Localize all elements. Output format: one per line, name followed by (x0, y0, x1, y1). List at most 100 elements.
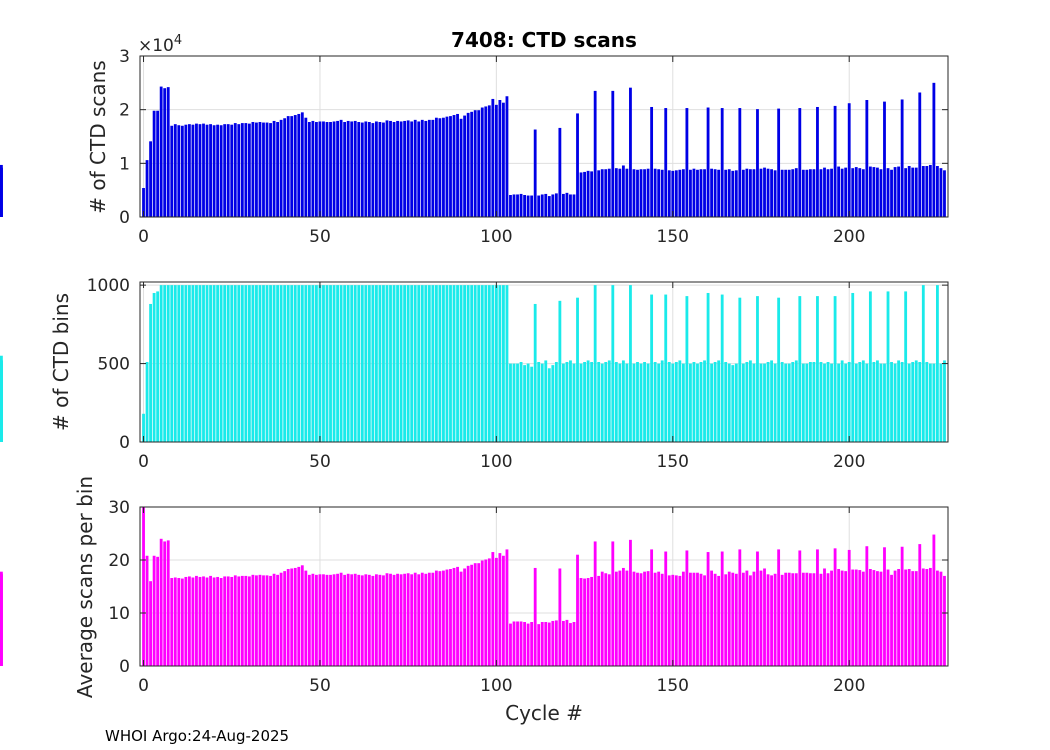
ctd-bins-bar (914, 360, 918, 442)
ctd-bins-bar (826, 362, 830, 442)
ctd-scans-bar (484, 106, 488, 217)
ctd-bins-bar (166, 285, 170, 442)
axes-box (139, 281, 949, 443)
ctd-bins-bar (692, 362, 696, 442)
ctd-scans-bar (632, 169, 636, 217)
avg-scans-per-bin-bar (914, 571, 918, 666)
ctd-bins-bar (530, 366, 534, 442)
ctd-bins-bar (170, 285, 174, 442)
ctd-bins-bar (212, 285, 216, 442)
ctd-bins-bar (660, 360, 664, 442)
avg-scans-per-bin-bar (890, 574, 893, 666)
avg-scans-per-bin-bar (551, 620, 555, 666)
avg-scans-per-bin-bar (427, 572, 431, 666)
avg-scans-per-bin-bar (537, 624, 541, 666)
avg-scans-per-bin-bar (928, 567, 932, 666)
avg-scans-per-bin-bar (925, 569, 929, 666)
avg-scans-per-bin-bar (512, 621, 516, 666)
avg-scans-per-bin-bar (406, 573, 410, 666)
avg-scans-per-bin-bar (477, 563, 481, 666)
avg-scans-per-bin-bar (766, 574, 770, 666)
ctd-scans-bar (890, 169, 893, 217)
avg-scans-per-bin-bar (297, 566, 301, 666)
avg-scans-per-bin-bar (346, 573, 350, 666)
ctd-bins-bar (671, 363, 675, 442)
avg-scans-per-bin-bar (163, 541, 167, 666)
ctd-scans-bar (445, 116, 449, 217)
avg-scans-per-bin-bar (851, 569, 855, 666)
ctd-bins-bar (593, 285, 597, 442)
ctd-scans-bar (378, 122, 382, 217)
avg-scans-per-bin-bar (773, 573, 777, 666)
avg-scans-per-bin-bar (847, 549, 851, 666)
ctd-bins-bar (872, 362, 876, 442)
ctd-bins-bar (385, 285, 389, 442)
avg-scans-per-bin-bar (731, 572, 735, 666)
avg-scans-per-bin-bar (473, 563, 477, 666)
ctd-scans-bar (523, 194, 527, 217)
avg-scans-per-bin-bar (311, 573, 315, 666)
ctd-bins-bar (689, 363, 692, 442)
ctd-scans-bar (304, 117, 308, 217)
ctd-scans-bar (491, 98, 495, 217)
ctd-bins-bar (554, 362, 558, 442)
avg-scans-per-bin-bar (403, 573, 407, 666)
ctd-bins-bar (389, 285, 392, 442)
ctd-bins-bar (907, 363, 911, 442)
avg-scans-per-bin-bar (420, 572, 424, 666)
avg-scans-per-bin-bar (681, 571, 685, 666)
ctd-bins-bar (367, 285, 371, 442)
ctd-bins-bar (861, 360, 865, 442)
avg-scans-per-bin-bar (262, 575, 265, 666)
avg-scans-per-bin-bar (470, 564, 474, 666)
ctd-bins-bar (710, 363, 714, 442)
ctd-scans-bar (434, 117, 438, 217)
ctd-scans-bar (470, 111, 474, 217)
avg-scans-per-bin-bar (318, 574, 322, 666)
ctd-scans-bar (442, 117, 445, 217)
avg-scans-per-bin-bar (233, 575, 237, 666)
ctd-scans-bar (805, 169, 809, 217)
ctd-bins-bar (844, 363, 848, 442)
avg-scans-per-bin-bar (734, 573, 738, 666)
ctd-scans-bar (636, 169, 639, 217)
avg-scans-per-bin-bar (364, 574, 368, 666)
avg-scans-per-bin-bar (509, 623, 512, 666)
ctd-scans-bar (315, 122, 318, 217)
ctd-bins-bar (720, 294, 724, 442)
ctd-bins-bar (251, 285, 255, 442)
avg-scans-per-bin-bar (614, 571, 618, 666)
avg-scans-per-bin-bar (812, 573, 816, 666)
ctd-bins-bar (262, 285, 265, 442)
avg-scans-per-bin-bar (720, 551, 724, 666)
ctd-scans-bar (865, 100, 869, 217)
ctd-bins-bar (466, 285, 470, 442)
ctd-bins-bar (936, 285, 939, 442)
ctd-bins-bar (237, 285, 241, 442)
ctd-scans-bar (565, 192, 569, 217)
ctd-scans-bar (745, 168, 749, 217)
ctd-scans-bar (403, 120, 407, 217)
avg-scans-per-bin-bar (463, 568, 467, 666)
ctd-scans-bar (925, 166, 929, 217)
ctd-scans-bar (593, 90, 597, 217)
ctd-scans-bar (928, 164, 932, 217)
ctd-scans-bar (329, 122, 332, 217)
ctd-bins-bar (667, 362, 671, 442)
ctd-scans-bar (671, 170, 675, 217)
ctd-bins-bar (163, 285, 167, 442)
ctd-scans-bar (195, 123, 198, 217)
ctd-scans-bar (424, 120, 428, 217)
avg-scans-per-bin-bar (315, 574, 318, 666)
ctd-scans-bar (787, 169, 791, 217)
ctd-scans-bar (283, 118, 287, 217)
avg-scans-per-bin-bar (854, 569, 858, 666)
ctd-scans-bar (360, 122, 364, 217)
ctd-bins-bar (357, 285, 361, 442)
ctd-bins-bar (230, 285, 234, 442)
avg-scans-per-bin-bar (198, 576, 202, 666)
ctd-scans-bar (823, 167, 826, 217)
ctd-bins-bar (854, 363, 858, 442)
ctd-bins-bar (339, 285, 343, 442)
avg-scans-per-bin-bar (494, 557, 498, 666)
